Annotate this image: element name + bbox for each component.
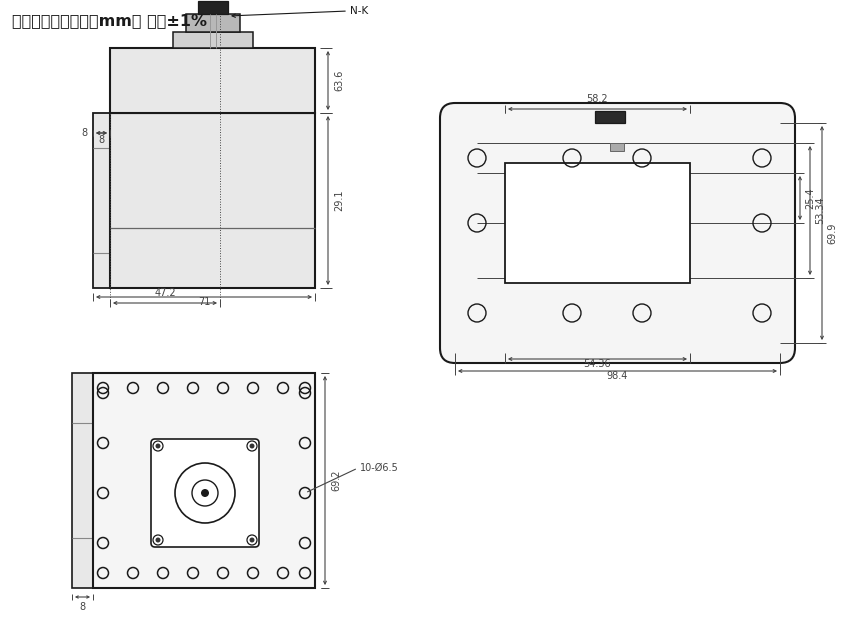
Text: 54.36: 54.36: [583, 359, 610, 369]
Bar: [186, 14, 239, 32]
Text: 69.9: 69.9: [826, 222, 836, 244]
FancyBboxPatch shape: [151, 439, 258, 547]
Bar: [505, 163, 689, 283]
Text: 8: 8: [79, 602, 85, 612]
Text: 结构尺寸图（单位：mm） 误差±1%: 结构尺寸图（单位：mm） 误差±1%: [12, 13, 207, 28]
Text: 69.2: 69.2: [331, 470, 341, 492]
Text: 8: 8: [82, 128, 88, 138]
Text: 63.6: 63.6: [333, 70, 344, 91]
Bar: [72, 373, 93, 588]
Text: N-K: N-K: [350, 6, 368, 16]
Circle shape: [249, 538, 254, 543]
Bar: [173, 32, 253, 48]
Text: 25.4: 25.4: [804, 187, 814, 209]
Bar: [93, 113, 110, 288]
Text: 53.34: 53.34: [814, 197, 824, 224]
Text: 47.2: 47.2: [154, 288, 176, 298]
Circle shape: [201, 489, 208, 497]
Text: 98.4: 98.4: [606, 371, 628, 381]
Circle shape: [155, 444, 160, 449]
Bar: [198, 1, 228, 14]
Bar: [93, 373, 314, 588]
Bar: [594, 111, 624, 123]
Bar: [610, 143, 623, 151]
Text: 29.1: 29.1: [333, 190, 344, 211]
Circle shape: [249, 444, 254, 449]
Text: 58.2: 58.2: [586, 94, 608, 104]
Bar: [110, 48, 314, 113]
Circle shape: [155, 538, 160, 543]
Text: 10-Ø6.5: 10-Ø6.5: [360, 463, 399, 473]
FancyBboxPatch shape: [439, 103, 794, 363]
Text: 71: 71: [197, 297, 210, 307]
Text: 8: 8: [98, 135, 104, 145]
Bar: [110, 113, 314, 288]
